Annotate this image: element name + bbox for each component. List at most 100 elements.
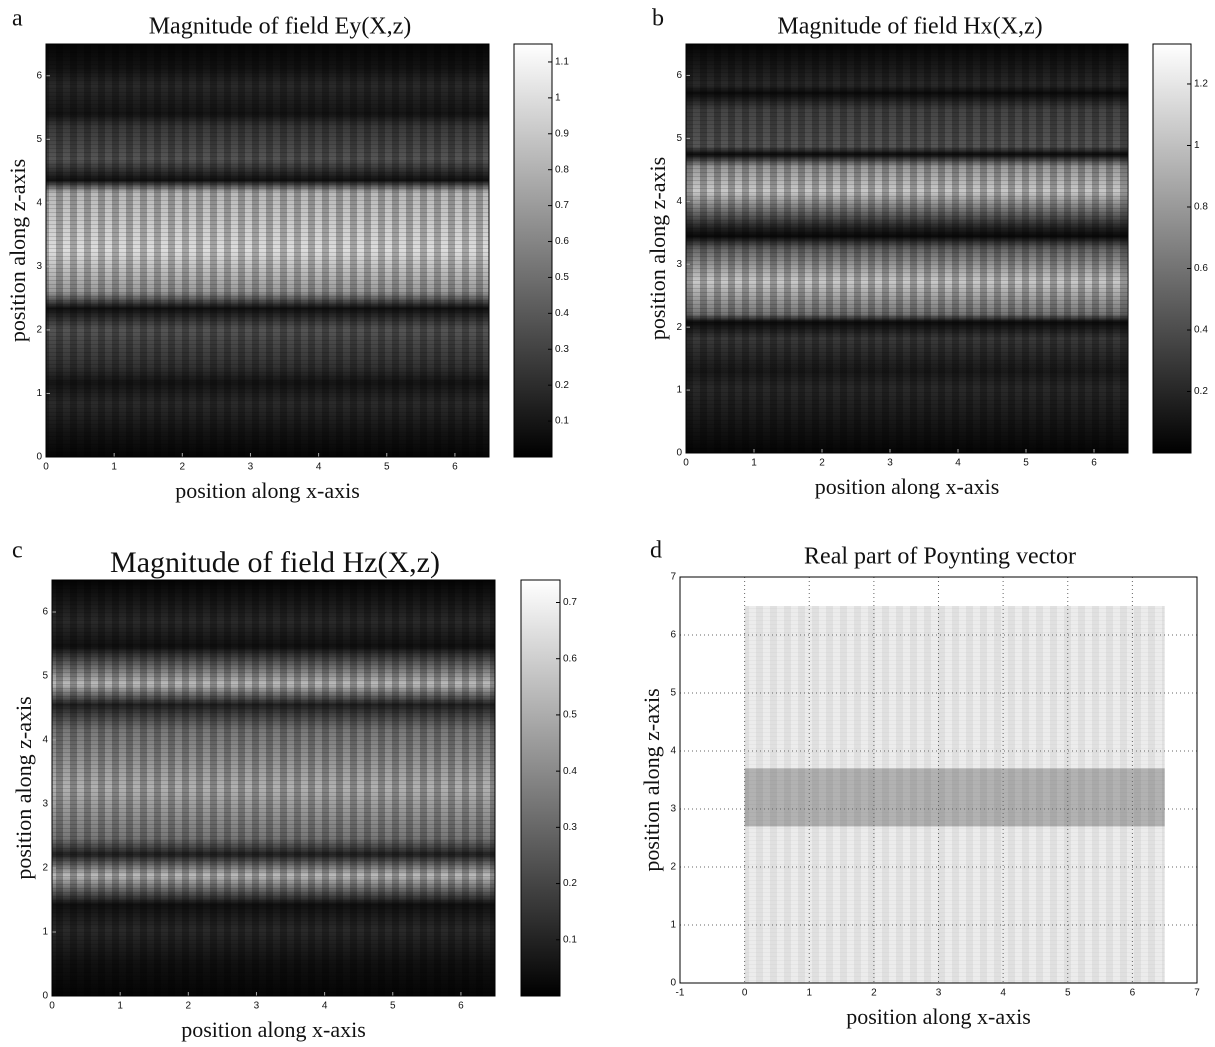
x-tick-label: 4 (316, 462, 322, 473)
colorbar-tick-label: 0.3 (555, 344, 569, 355)
x-tick-label: 4 (322, 1001, 328, 1012)
colorbar-tick-label: 0.2 (1194, 386, 1208, 397)
y-tick-label: 4 (42, 735, 48, 746)
panel-label: a (12, 6, 23, 32)
colorbar-tick-label: 0.2 (563, 878, 577, 889)
x-tick-label: 3 (887, 458, 893, 469)
y-tick-label: 2 (676, 322, 682, 333)
x-tick-label: 5 (1065, 988, 1071, 999)
field-texture (46, 44, 489, 457)
colorbar-tick-label: 0.5 (563, 710, 577, 721)
colorbar (513, 43, 553, 458)
x-tick-label: 6 (1130, 988, 1136, 999)
y-tick-label: 6 (676, 70, 682, 81)
y-tick-label: 0 (42, 991, 48, 1002)
x-tick-label: 3 (936, 988, 942, 999)
x-tick-label: 0 (49, 1001, 55, 1012)
colorbar-tick-label: 0.6 (1194, 263, 1208, 274)
y-tick-label: 0 (36, 452, 42, 463)
colorbar-tick-label: 0.4 (555, 308, 569, 319)
colorbar-tick-label: 0.7 (555, 200, 569, 211)
field-texture (52, 580, 495, 996)
x-tick-label: 4 (955, 458, 961, 469)
colorbar-tick-label: 0.7 (563, 597, 577, 608)
panel-label: c (12, 538, 23, 564)
y-tick-label: 4 (676, 196, 682, 207)
colorbar-tick-label: 1.1 (555, 57, 569, 68)
colorbar-tick-label: 0.1 (555, 416, 569, 427)
y-tick-label: 1 (670, 920, 676, 931)
chart-title: Real part of Poynting vector (804, 544, 1076, 570)
x-tick-label: 1 (117, 1001, 123, 1012)
x-tick-label: 2 (819, 458, 825, 469)
x-tick-label: 7 (1194, 988, 1200, 999)
x-tick-label: -1 (676, 988, 685, 999)
x-tick-label: 6 (458, 1001, 464, 1012)
colorbar-tick-label: 0.6 (563, 653, 577, 664)
colorbar-tick-label: 0.8 (555, 164, 569, 175)
y-tick-label: 1 (36, 388, 42, 399)
colorbar-tick-label: 0.4 (1194, 325, 1208, 336)
x-axis-label: position along x-axis (846, 1004, 1031, 1029)
x-axis-label: position along x-axis (181, 1017, 366, 1042)
x-tick-label: 4 (1000, 988, 1006, 999)
axes-frame (679, 576, 1198, 984)
axes-frame (685, 43, 1129, 454)
colorbar-tick-label: 0.5 (555, 272, 569, 283)
colorbar-tick-label: 1 (1194, 140, 1200, 151)
x-tick-label: 0 (742, 988, 748, 999)
colorbar (1152, 43, 1192, 454)
axes-frame (45, 43, 490, 458)
chart-title: Magnitude of field Hz(X,z) (110, 546, 440, 579)
y-tick-label: 6 (36, 70, 42, 81)
x-tick-label: 3 (248, 462, 254, 473)
x-axis-label: position along x-axis (175, 478, 360, 503)
y-axis-label: position along z-axis (645, 157, 670, 340)
x-tick-label: 2 (186, 1001, 192, 1012)
y-tick-label: 3 (36, 261, 42, 272)
colorbar-tick-label: 0.4 (563, 766, 577, 777)
panel-label: d (650, 538, 662, 564)
x-tick-label: 5 (390, 1001, 396, 1012)
y-tick-label: 3 (676, 259, 682, 270)
y-tick-label: 5 (676, 133, 682, 144)
y-tick-label: 1 (42, 927, 48, 938)
y-tick-label: 4 (36, 197, 42, 208)
y-tick-label: 2 (36, 325, 42, 336)
y-tick-label: 5 (670, 688, 676, 699)
colorbar-tick-label: 1.2 (1194, 79, 1208, 90)
x-axis-label: position along x-axis (815, 474, 1000, 499)
panel-label: b (652, 6, 664, 32)
x-tick-label: 1 (751, 458, 757, 469)
colorbar-tick-label: 0.3 (563, 822, 577, 833)
y-axis-label: position along z-axis (639, 688, 664, 871)
colorbar-tick-label: 0.6 (555, 236, 569, 247)
x-tick-label: 2 (180, 462, 186, 473)
y-tick-label: 5 (36, 134, 42, 145)
colorbar-tick-label: 1 (555, 93, 561, 104)
y-tick-label: 2 (42, 863, 48, 874)
x-tick-label: 1 (111, 462, 117, 473)
x-tick-label: 0 (43, 462, 49, 473)
colorbar-tick-label: 0.9 (555, 128, 569, 139)
y-tick-label: 3 (670, 804, 676, 815)
y-tick-label: 6 (42, 607, 48, 618)
y-tick-label: 4 (670, 746, 676, 757)
x-tick-label: 5 (1023, 458, 1029, 469)
y-tick-label: 5 (42, 671, 48, 682)
y-tick-label: 0 (670, 978, 676, 989)
y-tick-label: 6 (670, 630, 676, 641)
x-tick-label: 5 (384, 462, 390, 473)
x-tick-label: 2 (871, 988, 877, 999)
vector-texture (744, 606, 1165, 983)
y-tick-label: 2 (670, 862, 676, 873)
y-tick-label: 3 (42, 799, 48, 810)
y-tick-label: 0 (676, 448, 682, 459)
field-texture (686, 44, 1128, 453)
chart-title: Magnitude of field Ey(X,z) (149, 14, 412, 40)
x-tick-label: 6 (452, 462, 458, 473)
y-tick-label: 7 (670, 572, 676, 583)
x-tick-label: 6 (1091, 458, 1097, 469)
axes-frame (51, 579, 496, 997)
